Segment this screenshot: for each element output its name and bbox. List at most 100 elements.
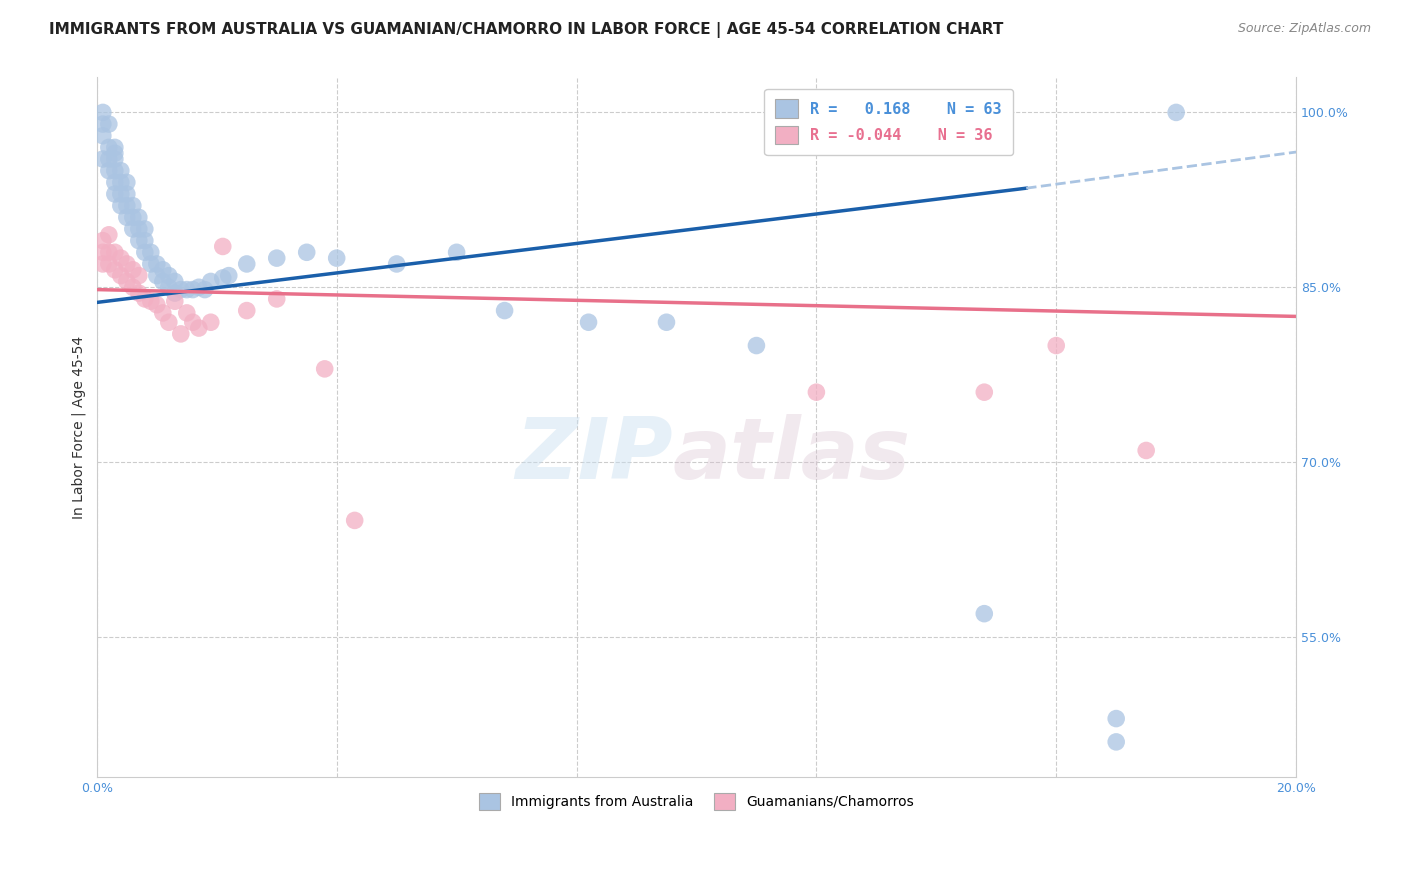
Point [115, 175, 138, 189]
Point [97, 257, 120, 271]
Point [104, 163, 127, 178]
Point [1135, 443, 1157, 458]
Point [655, 315, 678, 329]
Text: Source: ZipAtlas.com: Source: ZipAtlas.com [1237, 22, 1371, 36]
Point [110, 175, 132, 189]
Point [128, 286, 150, 301]
Point [170, 283, 193, 297]
Point [343, 513, 366, 527]
Point [121, 262, 143, 277]
Point [1045, 338, 1067, 352]
Point [170, 326, 193, 341]
Point [104, 262, 127, 277]
Point [745, 338, 768, 352]
Text: atlas: atlas [672, 414, 911, 497]
Point [134, 245, 156, 260]
Point [128, 211, 150, 225]
Point [110, 163, 132, 178]
Point [110, 251, 132, 265]
Point [325, 251, 347, 265]
Point [91, 117, 114, 131]
Point [128, 222, 150, 236]
Point [97, 245, 120, 260]
Point [97, 140, 120, 154]
Point [152, 275, 174, 289]
Point [121, 211, 143, 225]
Point [163, 294, 186, 309]
Point [578, 315, 600, 329]
Point [121, 199, 143, 213]
Point [121, 222, 143, 236]
Text: ZIP: ZIP [515, 414, 672, 497]
Point [104, 152, 127, 166]
Point [104, 175, 127, 189]
Text: IMMIGRANTS FROM AUSTRALIA VS GUAMANIAN/CHAMORRO IN LABOR FORCE | AGE 45-54 CORRE: IMMIGRANTS FROM AUSTRALIA VS GUAMANIAN/C… [49, 22, 1004, 38]
Point [97, 117, 120, 131]
Point [176, 283, 198, 297]
Point [266, 251, 288, 265]
Point [314, 362, 336, 376]
Point [91, 257, 114, 271]
Point [806, 385, 828, 400]
Point [115, 257, 138, 271]
Point [211, 239, 233, 253]
Point [157, 268, 180, 283]
Point [97, 163, 120, 178]
Point [104, 146, 127, 161]
Point [973, 607, 995, 621]
Point [115, 186, 138, 201]
Point [121, 280, 143, 294]
Point [446, 245, 468, 260]
Point [146, 298, 169, 312]
Point [91, 234, 114, 248]
Point [163, 275, 186, 289]
Point [134, 222, 156, 236]
Point [139, 257, 162, 271]
Point [236, 257, 259, 271]
Point [115, 275, 138, 289]
Point [218, 268, 240, 283]
Point [176, 306, 198, 320]
Point [1166, 105, 1188, 120]
Point [91, 245, 114, 260]
Point [128, 234, 150, 248]
Point [1105, 735, 1128, 749]
Point [91, 128, 114, 143]
Point [128, 268, 150, 283]
Point [163, 286, 186, 301]
Point [236, 303, 259, 318]
Point [97, 152, 120, 166]
Point [295, 245, 318, 260]
Point [1105, 712, 1128, 726]
Point [91, 105, 114, 120]
Point [139, 294, 162, 309]
Y-axis label: In Labor Force | Age 45-54: In Labor Force | Age 45-54 [72, 335, 86, 519]
Point [115, 199, 138, 213]
Point [187, 280, 209, 294]
Point [115, 211, 138, 225]
Point [104, 140, 127, 154]
Point [266, 292, 288, 306]
Point [187, 321, 209, 335]
Point [157, 280, 180, 294]
Point [157, 315, 180, 329]
Point [385, 257, 408, 271]
Point [200, 275, 222, 289]
Point [97, 227, 120, 242]
Point [139, 245, 162, 260]
Point [152, 306, 174, 320]
Point [134, 292, 156, 306]
Point [110, 199, 132, 213]
Point [211, 271, 233, 285]
Point [194, 283, 217, 297]
Point [152, 262, 174, 277]
Point [181, 283, 204, 297]
Point [104, 186, 127, 201]
Legend: Immigrants from Australia, Guamanians/Chamorros: Immigrants from Australia, Guamanians/Ch… [474, 788, 920, 815]
Point [146, 257, 169, 271]
Point [200, 315, 222, 329]
Point [134, 234, 156, 248]
Point [110, 268, 132, 283]
Point [104, 245, 127, 260]
Point [973, 385, 995, 400]
